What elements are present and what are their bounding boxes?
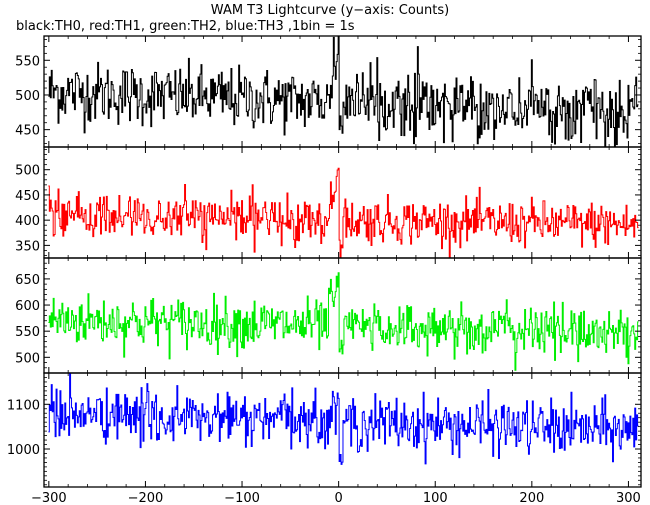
x-tick-label: −100 (224, 491, 260, 505)
series-line-th0 (48, 36, 639, 147)
y-tick-label: 1100 (7, 398, 40, 413)
series-line-th1 (48, 167, 639, 258)
x-axis: −300 −200 −100 0 100 200 300 (31, 491, 641, 505)
panel-th0: 450 500 550 (15, 35, 642, 148)
y-tick-label: 450 (15, 189, 40, 204)
panel-th1: 350 400 450 500 (15, 146, 642, 259)
panel-th3: 1000 1100 (7, 372, 642, 488)
series-line-th3 (48, 373, 639, 465)
y-tick-label: 650 (15, 273, 40, 288)
chart-subtitle: black:TH0, red:TH1, green:TH2, blue:TH3 … (16, 19, 355, 34)
y-tick-label: 450 (15, 124, 40, 139)
panels: 450 500 550 350 400 450 500 500 550 600 650 1000 110… (7, 35, 642, 488)
y-tick-label: 500 (15, 351, 40, 366)
y-tick-label: 600 (15, 299, 40, 314)
x-tick-label: 300 (616, 491, 641, 505)
y-tick-label: 350 (15, 239, 40, 254)
series-line-th2 (48, 272, 639, 371)
x-tick-label: 100 (423, 491, 448, 505)
y-tick-label: 550 (15, 54, 40, 69)
x-tick-label: −200 (128, 491, 164, 505)
x-tick-label: −300 (31, 491, 67, 505)
y-tick-label: 500 (15, 89, 40, 104)
x-tick-label: 0 (334, 491, 342, 505)
panel-frame (43, 372, 642, 488)
y-tick-label: 550 (15, 325, 40, 340)
y-tick-label: 400 (15, 214, 40, 229)
panel-th2: 500 550 600 650 (15, 257, 642, 374)
chart-title: WAM T3 Lightcurve (y−axis: Counts) (211, 3, 449, 18)
y-tick-label: 1000 (7, 443, 40, 458)
y-tick-label: 500 (15, 164, 40, 179)
panel-frame (43, 257, 642, 374)
x-tick-label: 200 (519, 491, 544, 505)
